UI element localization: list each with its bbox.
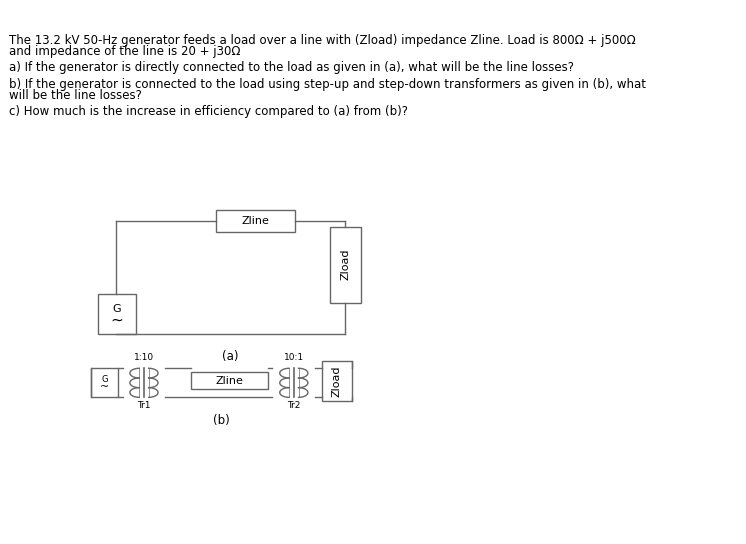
Text: G: G bbox=[113, 304, 122, 314]
Bar bbox=[98, 294, 137, 334]
Text: Zload: Zload bbox=[341, 249, 351, 281]
Text: The 13.2 kV 50-Hz generator feeds a load over a line with (Zload) impedance Zlin: The 13.2 kV 50-Hz generator feeds a load… bbox=[9, 34, 636, 47]
Text: G: G bbox=[101, 375, 107, 384]
Text: (b): (b) bbox=[213, 413, 230, 426]
Text: Tr2: Tr2 bbox=[287, 401, 301, 410]
Text: ~: ~ bbox=[111, 313, 124, 327]
Bar bbox=[91, 368, 118, 397]
Text: 1:10: 1:10 bbox=[134, 353, 154, 362]
Text: a) If the generator is directly connected to the load as given in (a), what will: a) If the generator is directly connecte… bbox=[9, 61, 574, 75]
Text: ~: ~ bbox=[100, 382, 109, 392]
Bar bbox=[330, 227, 362, 303]
Text: b) If the generator is connected to the load using step-up and step-down transfo: b) If the generator is connected to the … bbox=[9, 78, 646, 91]
Bar bbox=[322, 361, 352, 401]
Text: Zload: Zload bbox=[332, 365, 342, 397]
Bar bbox=[216, 210, 295, 232]
Text: Tr1: Tr1 bbox=[137, 401, 151, 410]
Text: (a): (a) bbox=[222, 350, 239, 363]
Text: Zline: Zline bbox=[242, 216, 269, 226]
Text: will be the line losses?: will be the line losses? bbox=[9, 89, 142, 102]
Text: and impedance of the line is 20 + j30Ω: and impedance of the line is 20 + j30Ω bbox=[9, 45, 240, 58]
Text: Zline: Zline bbox=[216, 375, 243, 386]
Bar bbox=[191, 372, 268, 389]
Text: 10:1: 10:1 bbox=[283, 353, 304, 362]
Text: c) How much is the increase in efficiency compared to (a) from (b)?: c) How much is the increase in efficienc… bbox=[9, 105, 408, 118]
